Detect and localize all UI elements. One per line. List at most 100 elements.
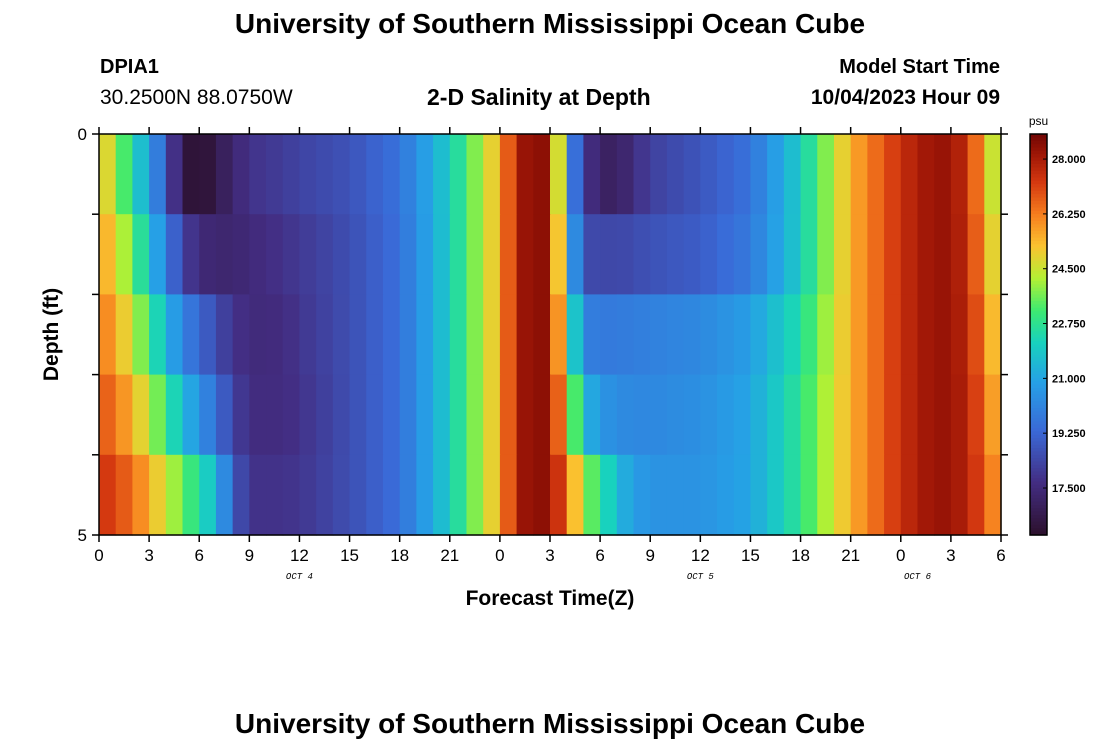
colorbar-segment — [1030, 150, 1047, 155]
heatmap-cell — [833, 374, 852, 456]
colorbar-segment — [1030, 521, 1047, 526]
heatmap-cell — [967, 214, 985, 295]
colorbar-segment — [1030, 404, 1047, 409]
colorbar-segment — [1030, 200, 1047, 205]
colorbar-segment — [1030, 154, 1047, 158]
heatmap-cell — [900, 214, 919, 295]
heatmap-cell — [900, 374, 919, 456]
colorbar-segment — [1030, 257, 1047, 262]
heatmap-cell — [199, 134, 217, 215]
heatmap-cell — [232, 294, 250, 376]
colorbar-segment — [1030, 177, 1047, 182]
date-label: OCT 5 — [687, 572, 715, 582]
heatmap-cell — [182, 454, 200, 536]
heatmap-cell — [616, 134, 635, 215]
heatmap-cell — [683, 134, 701, 215]
heatmap-cell — [115, 294, 133, 376]
colorbar-segment — [1030, 314, 1047, 319]
heatmap-cell — [349, 214, 367, 295]
y-tick-label: 0 — [78, 125, 87, 144]
x-tick-label: 12 — [691, 546, 710, 565]
heatmap-cell — [717, 374, 735, 456]
colorbar-segment — [1030, 174, 1047, 179]
x-tick-label: 0 — [896, 546, 905, 565]
heatmap-cell — [316, 294, 334, 376]
heatmap-cell — [583, 374, 601, 456]
heatmap-cell — [483, 294, 501, 376]
heatmap-cell — [633, 374, 651, 456]
heatmap-cell — [115, 134, 133, 215]
colorbar-segment — [1030, 147, 1047, 152]
heatmap-cell — [132, 294, 150, 376]
y-axis-label: Depth (ft) — [40, 288, 63, 381]
colorbar-segment — [1030, 478, 1047, 483]
heatmap-cell — [232, 214, 250, 295]
salinity-heatmap-chart: 0 3 6 9 12 15 18 21 0 3 6 9 12 15 18 21 0 3 6 OCT 4 OCT 5 OCT… — [40, 114, 1086, 610]
heatmap-cell — [817, 214, 835, 295]
colorbar-segment — [1030, 508, 1047, 513]
heatmap-cell — [499, 294, 518, 376]
colorbar-segment — [1030, 484, 1047, 489]
heatmap-cell — [717, 134, 735, 215]
colorbar-segment — [1030, 144, 1047, 148]
heatmap-cell — [717, 294, 735, 376]
heatmap-cell — [433, 454, 451, 536]
colorbar-segment — [1030, 284, 1047, 289]
heatmap-cell — [466, 134, 484, 215]
heatmap-cell — [449, 454, 468, 536]
colorbar-segment — [1030, 481, 1047, 486]
heatmap-cell — [99, 374, 117, 456]
colorbar-segment — [1030, 364, 1047, 369]
x-axis-label: Forecast Time(Z) — [466, 587, 635, 610]
heatmap-cell — [867, 294, 885, 376]
colorbar-segment — [1030, 187, 1047, 192]
heatmap-cell — [416, 374, 434, 456]
heatmap-cell — [266, 214, 284, 295]
heatmap-cell — [733, 214, 752, 295]
x-tick-label: 15 — [340, 546, 359, 565]
colorbar-segment — [1030, 227, 1047, 232]
colorbar-segment — [1030, 367, 1047, 372]
heatmap-cell — [650, 134, 668, 215]
colorbar-segment — [1030, 461, 1047, 466]
heatmap-cell — [884, 134, 902, 215]
heatmap-cell — [466, 294, 484, 376]
heatmap-cell — [984, 374, 1002, 456]
x-axis: 0 3 6 9 12 15 18 21 0 3 6 9 12 15 18 21 0 3 6 OCT 4 OCT 5 OCT… — [94, 127, 1006, 582]
heatmap-cell — [316, 134, 334, 215]
colorbar-segment — [1030, 327, 1047, 332]
chart-subtitle: 2-D Salinity at Depth — [427, 84, 651, 110]
heatmap-cell — [950, 294, 969, 376]
heatmap-cell — [683, 294, 701, 376]
heatmap-cell — [967, 374, 985, 456]
colorbar-segment — [1030, 234, 1047, 239]
heatmap-cell — [382, 374, 401, 456]
x-tick-label: 3 — [946, 546, 955, 565]
heatmap-cell — [282, 214, 301, 295]
colorbar-segment — [1030, 334, 1047, 339]
colorbar-segment — [1030, 230, 1047, 235]
colorbar-segment — [1030, 167, 1047, 172]
heatmap-cell — [416, 134, 434, 215]
colorbar-segment — [1030, 297, 1047, 302]
colorbar-segment — [1030, 271, 1047, 275]
colorbar-segment — [1030, 384, 1047, 389]
heatmap-cell — [349, 294, 367, 376]
heatmap-cell — [583, 454, 601, 536]
heatmap-cell — [767, 374, 785, 456]
heatmap-cell — [516, 294, 534, 376]
colorbar-segment — [1030, 254, 1047, 259]
heatmap-cell — [399, 454, 417, 536]
heatmap-cell — [316, 374, 334, 456]
colorbar-segment — [1030, 524, 1047, 529]
heatmap-cell — [733, 454, 752, 536]
heatmap-cell — [533, 454, 551, 536]
heatmap-cell — [99, 214, 117, 295]
heatmap-cell — [566, 134, 584, 215]
heatmap-cell — [817, 294, 835, 376]
colorbar-segment — [1030, 134, 1047, 138]
colorbar-segment — [1030, 418, 1047, 422]
heatmap-cell — [700, 374, 718, 456]
heatmap-cell — [833, 134, 852, 215]
heatmap-cell — [683, 374, 701, 456]
